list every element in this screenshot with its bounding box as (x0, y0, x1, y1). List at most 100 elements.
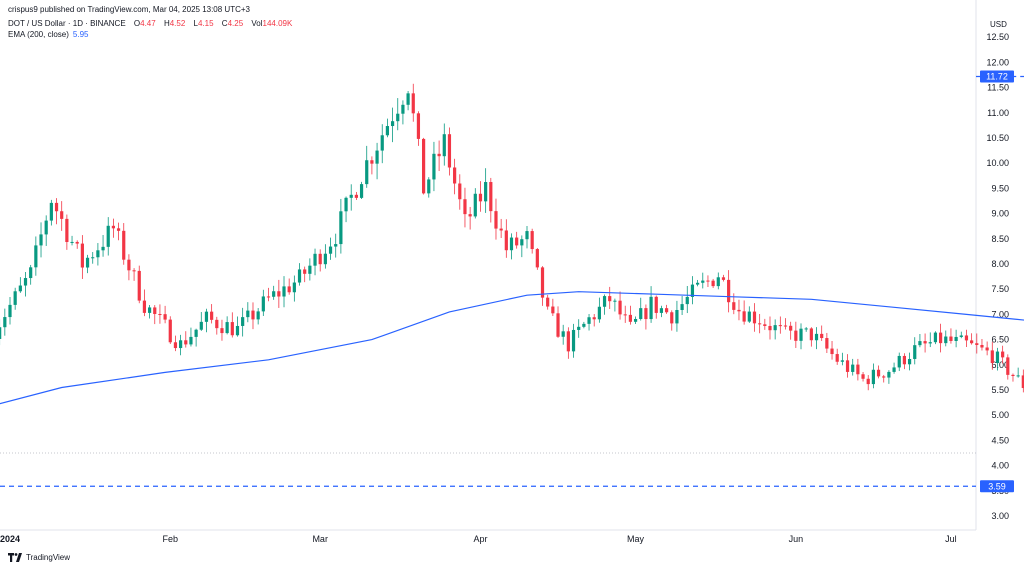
candle-body (297, 269, 302, 283)
candle-body (685, 296, 689, 305)
candle-body (861, 374, 865, 379)
candle-body (308, 265, 312, 274)
candle-body (199, 321, 203, 330)
candle-body (851, 364, 855, 372)
candle-body (556, 313, 560, 337)
candle-body (701, 280, 705, 283)
candle-body (406, 93, 410, 105)
candle-body (509, 237, 514, 251)
candle-body (525, 231, 529, 240)
candle-body (96, 250, 100, 258)
candle-body (85, 257, 90, 268)
x-tick-label: 2024 (0, 534, 20, 544)
candle-body (380, 135, 384, 151)
candle-body (427, 179, 431, 194)
candle-body (484, 182, 488, 202)
candle-body (473, 193, 477, 217)
candle-body (60, 211, 64, 219)
symbol-legend: DOT / US Dollar · 1D · BINANCE O4.47 H4.… (8, 19, 292, 28)
candle-body (613, 300, 617, 302)
candle-body (933, 332, 938, 343)
y-tick-label: 5.00 (991, 410, 1009, 420)
y-tick-label: 12.50 (986, 32, 1009, 42)
candle-body (649, 296, 653, 320)
currency-label: USD (990, 20, 1007, 29)
y-tick-label: 8.00 (991, 259, 1009, 269)
candle-body (287, 286, 291, 293)
x-tick-label: Feb (163, 534, 179, 544)
candle-body (354, 194, 358, 198)
volume-value: 144.09K (262, 19, 293, 28)
candle-body (173, 342, 178, 349)
level-price-label: 11.72 (986, 72, 1008, 82)
candle-body (587, 317, 591, 324)
tradingview-logo: TradingView (8, 553, 70, 562)
candle-body (954, 336, 958, 341)
candle-body (928, 342, 932, 344)
candle-body (468, 214, 472, 217)
candle-body (422, 138, 426, 194)
candle-body (882, 376, 886, 378)
candle-body (737, 309, 741, 312)
candle-body (416, 113, 421, 139)
candle-body (349, 194, 353, 198)
y-tick-label: 6.50 (991, 335, 1009, 345)
y-tick-label: 9.50 (991, 183, 1009, 193)
candle-body (339, 211, 343, 245)
candle-body (592, 317, 596, 320)
candle-body (204, 311, 209, 322)
candle-body (913, 345, 917, 359)
candle-body (716, 277, 720, 287)
level-price-tag (980, 70, 1014, 83)
candle-body (980, 344, 984, 348)
candle-body (773, 325, 777, 331)
candle-body (680, 304, 684, 311)
low-value: 4.15 (197, 19, 214, 28)
symbol-title: DOT / US Dollar · 1D · BINANCE (8, 19, 126, 28)
x-tick-label: Jul (945, 534, 957, 544)
candle-body (210, 311, 214, 320)
candle-body (783, 325, 788, 327)
candle-body (189, 336, 193, 345)
candle-body (742, 311, 746, 322)
candle-body (246, 310, 250, 318)
candle-body (975, 343, 979, 345)
candle-body (768, 325, 772, 331)
candle-body (706, 280, 710, 282)
candle-body (897, 355, 901, 368)
candle-body (235, 325, 240, 336)
candle-body (789, 325, 793, 331)
candle-body (515, 237, 519, 246)
candle-body (959, 335, 963, 337)
candle-body (721, 277, 726, 280)
candle-body (8, 304, 12, 318)
volume-label: Vol (251, 19, 263, 28)
candle-body (597, 306, 601, 320)
candle-body (277, 291, 281, 297)
x-tick-label: Mar (312, 534, 328, 544)
candle-body (266, 296, 271, 298)
y-tick-label: 3.00 (991, 511, 1009, 521)
candle-body (551, 306, 555, 314)
candle-body (659, 308, 664, 313)
candle-body (111, 225, 115, 229)
candle-body (122, 230, 126, 260)
candle-body (825, 338, 829, 349)
candle-body (732, 302, 736, 310)
candle-body (690, 284, 695, 297)
candle-body (142, 300, 147, 313)
candle-body (608, 296, 612, 302)
candle-body (365, 160, 369, 185)
candle-body (256, 311, 260, 320)
candle-body (432, 153, 436, 180)
candle-body (13, 291, 17, 305)
candle-body (747, 311, 751, 322)
candle-body (820, 333, 824, 339)
candle-body (727, 279, 731, 303)
candle-body (602, 296, 607, 307)
candle-body (385, 126, 390, 136)
candle-body (995, 351, 1000, 364)
y-tick-label: 4.50 (991, 435, 1009, 445)
candle-body (876, 369, 881, 377)
